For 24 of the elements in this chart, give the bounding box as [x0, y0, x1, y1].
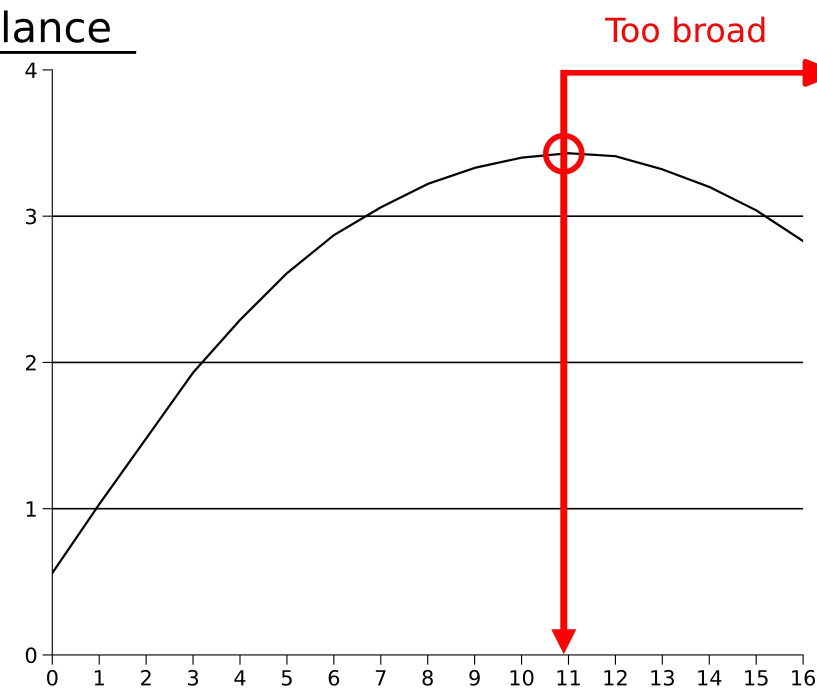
y-tick-label: 3 — [26, 208, 36, 224]
x-tick-label: 6 — [328, 670, 340, 686]
x-tick-label: 3 — [188, 670, 198, 686]
x-tick-label: 9 — [469, 670, 480, 686]
y-tick-label: 0 — [26, 647, 36, 664]
y-tick-label: 4 — [25, 62, 37, 78]
text: Too broad — [605, 16, 764, 42]
x-tick-label: 0 — [47, 670, 58, 686]
x-tick-label: 1 — [94, 670, 104, 686]
x-tick-label: 15 — [745, 670, 768, 686]
x-tick-label: 7 — [376, 670, 386, 686]
y-tick-label: 1 — [26, 501, 36, 517]
x-tick-label: 13 — [651, 670, 674, 686]
y-tick-label: 2 — [26, 354, 36, 370]
x-tick-label: 16 — [792, 670, 816, 686]
x-tick-label: 10 — [510, 670, 534, 686]
x-tick-label: 5 — [282, 670, 292, 686]
x-tick-label: 4 — [234, 670, 246, 686]
x-tick-label: 2 — [141, 670, 151, 686]
x-tick-label: 14 — [698, 670, 722, 686]
x-tick-label: 12 — [604, 670, 627, 686]
x-tick-label: 11 — [558, 670, 580, 686]
x-tick-label: 8 — [422, 670, 433, 686]
chart-title: lance — [4, 10, 110, 43]
